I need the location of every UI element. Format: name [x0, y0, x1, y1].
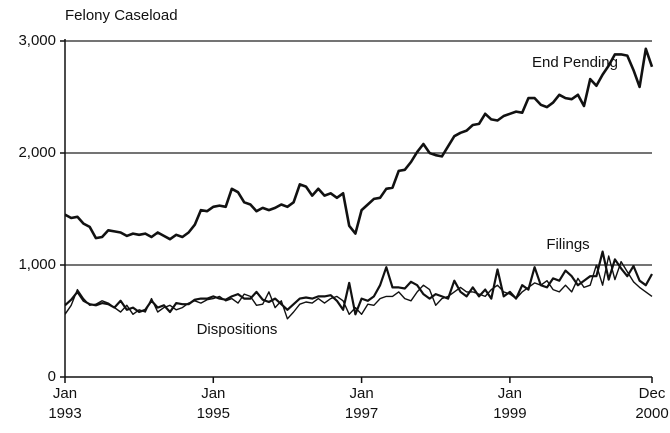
x-tick-label: 1999 [493, 405, 526, 422]
x-tick-label: Jan [498, 385, 522, 402]
x-tick-label: 1995 [197, 405, 230, 422]
series-line [64, 47, 654, 241]
y-tick-label: 3,000 [18, 32, 56, 49]
series-label: Dispositions [197, 321, 278, 338]
x-tick-label: Jan [349, 385, 373, 402]
x-tick-label: Jan [201, 385, 225, 402]
series-label: End Pending [532, 54, 618, 71]
series-line [64, 255, 653, 320]
chart-title: Felony Caseload [65, 7, 178, 24]
x-tick-label: 1993 [48, 405, 81, 422]
x-tick-label: Jan [53, 385, 77, 402]
x-tick-label: Dec [639, 385, 666, 402]
y-tick-label: 1,000 [18, 256, 56, 273]
y-tick-label: 2,000 [18, 144, 56, 161]
x-tick-label: 1997 [345, 405, 378, 422]
series-label: Filings [546, 236, 589, 253]
y-tick-label: 0 [48, 368, 56, 385]
series-line [64, 250, 653, 316]
x-tick-label: 2000 [635, 405, 668, 422]
